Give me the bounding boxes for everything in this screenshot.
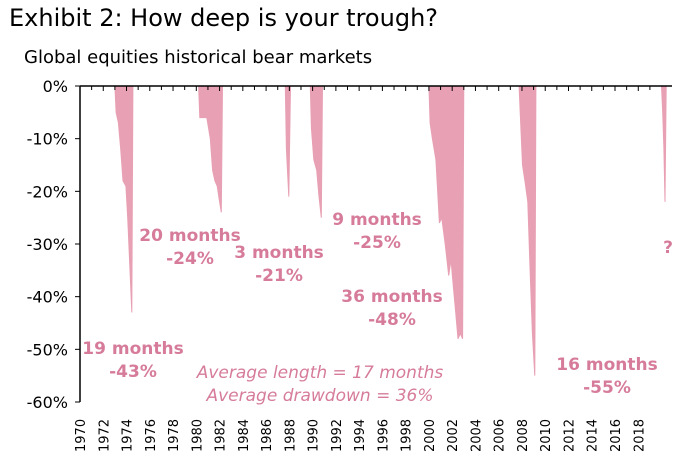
y-tick-label: 0% bbox=[43, 77, 68, 96]
x-tick-label: 1996 bbox=[376, 419, 391, 452]
y-tick-label: -60% bbox=[27, 393, 68, 412]
annotation-text: 16 months bbox=[556, 355, 657, 375]
x-tick-label: 1974 bbox=[121, 419, 136, 452]
annotation-text: -43% bbox=[109, 362, 157, 382]
annotation-text: ? bbox=[663, 238, 673, 258]
x-tick-label: 2006 bbox=[493, 419, 508, 452]
x-tick-label: 1998 bbox=[400, 419, 415, 452]
annotation-text: -24% bbox=[166, 249, 214, 269]
y-tick-label: -10% bbox=[27, 130, 68, 149]
x-tick-label: 1972 bbox=[97, 419, 112, 452]
y-tick-label: -50% bbox=[27, 340, 68, 359]
chart-title: Exhibit 2: How deep is your trough? bbox=[9, 4, 439, 32]
annotation-text: 9 months bbox=[332, 210, 422, 230]
bear-market-area-1 bbox=[114, 85, 134, 313]
bear-market-area-5 bbox=[428, 85, 465, 339]
x-tick-label: 1970 bbox=[74, 419, 89, 452]
x-tick-label: 1984 bbox=[237, 419, 252, 452]
x-tick-label: 1976 bbox=[144, 419, 159, 452]
x-tick-label: 2002 bbox=[446, 419, 461, 452]
annotation-text: -25% bbox=[353, 233, 401, 253]
bear-market-area-2 bbox=[198, 85, 224, 213]
x-tick-label: 2018 bbox=[632, 419, 647, 452]
annotation-text: 20 months bbox=[139, 226, 240, 246]
x-tick-label: 1990 bbox=[307, 419, 322, 452]
bear-market-area-7 bbox=[660, 85, 667, 202]
annotation-text: 36 months bbox=[341, 287, 442, 307]
x-tick-label: 2016 bbox=[609, 419, 624, 452]
bear-market-area-6 bbox=[518, 85, 537, 376]
x-tick-label: 1986 bbox=[260, 419, 275, 452]
x-tick-label: 2008 bbox=[516, 419, 531, 452]
x-tick-label: 2000 bbox=[423, 419, 438, 452]
y-tick-label: -40% bbox=[27, 288, 68, 307]
annotation-text: Average drawdown = 36% bbox=[205, 386, 433, 406]
x-tick-label: 1978 bbox=[167, 419, 182, 452]
x-tick-label: 2004 bbox=[469, 419, 484, 452]
x-tick-label: 2010 bbox=[539, 419, 554, 452]
bear-market-area-3 bbox=[284, 85, 292, 197]
y-tick-label: -20% bbox=[27, 182, 68, 201]
annotation-text: -55% bbox=[583, 378, 631, 398]
x-tick-label: 1992 bbox=[330, 419, 345, 452]
x-tick-label: 1994 bbox=[353, 419, 368, 452]
bear-market-area-4 bbox=[309, 85, 324, 218]
annotation-text: 3 months bbox=[234, 243, 324, 263]
x-tick-label: 1982 bbox=[214, 419, 229, 452]
x-tick-label: 2014 bbox=[586, 419, 601, 452]
annotation-text: Average length = 17 months bbox=[196, 363, 444, 383]
x-tick-label: 2012 bbox=[562, 419, 577, 452]
annotation-text: -21% bbox=[255, 266, 303, 286]
annotation-text: 19 months bbox=[82, 339, 183, 359]
annotation-text: -48% bbox=[368, 310, 416, 330]
x-tick-label: 1980 bbox=[190, 419, 205, 452]
y-tick-label: -30% bbox=[27, 235, 68, 254]
x-tick-label: 1988 bbox=[283, 419, 298, 452]
chart-subtitle: Global equities historical bear markets bbox=[24, 47, 373, 68]
